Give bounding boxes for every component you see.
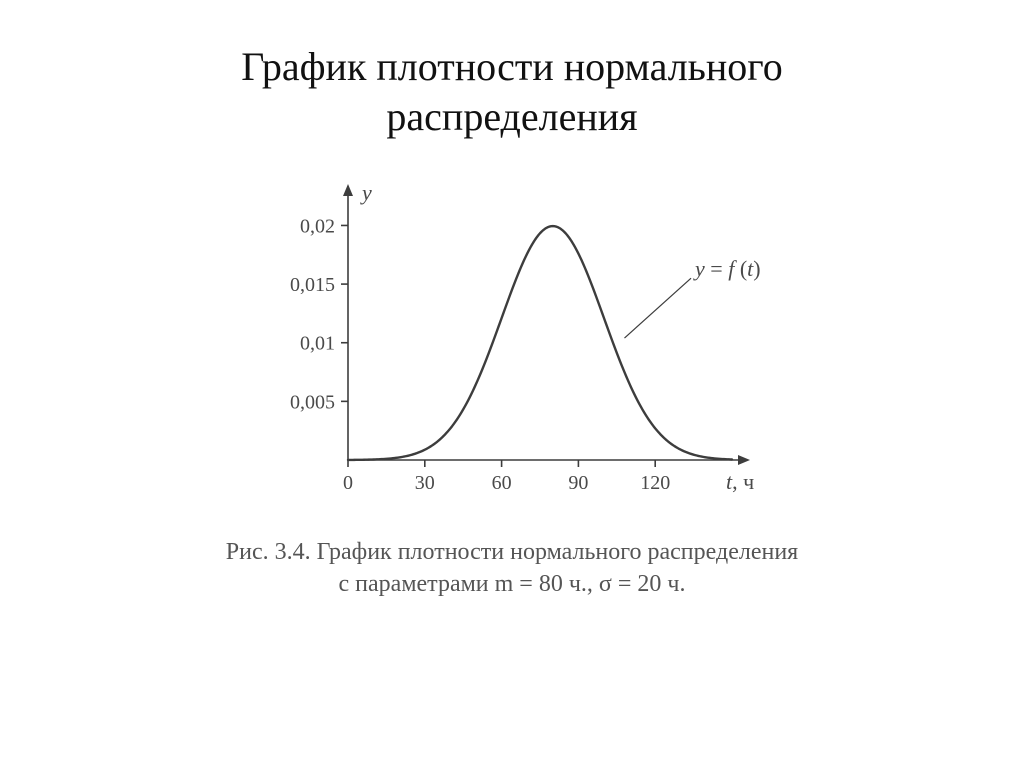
svg-text:t, ч: t, ч	[726, 469, 754, 494]
title-line-2: распределения	[386, 94, 637, 139]
svg-text:30: 30	[415, 472, 435, 494]
caption-line-2: с параметрами m = 80 ч., σ = 20 ч.	[339, 571, 686, 597]
svg-text:0,015: 0,015	[290, 274, 335, 296]
svg-text:0,02: 0,02	[300, 215, 335, 237]
svg-text:120: 120	[640, 472, 670, 494]
caption-line-1: Рис. 3.4. График плотности нормального р…	[226, 539, 798, 565]
svg-text:y = f (t): y = f (t)	[693, 256, 761, 281]
svg-text:90: 90	[568, 472, 588, 494]
svg-text:0: 0	[343, 472, 353, 494]
slide: График плотности нормального распределен…	[0, 0, 1024, 767]
chart-container: 0 30 60 90 120 0,005 0,01 0,015 0,02 y t, ч y = f (…	[232, 180, 792, 510]
figure-caption: Рис. 3.4. График плотности нормального р…	[0, 536, 1024, 601]
density-chart: 0 30 60 90 120 0,005 0,01 0,015 0,02 y t, ч y = f (…	[252, 180, 772, 510]
title-line-1: График плотности нормального	[241, 44, 782, 89]
svg-text:y: y	[360, 180, 372, 205]
svg-text:0,005: 0,005	[290, 391, 335, 413]
svg-text:60: 60	[492, 472, 512, 494]
svg-text:0,01: 0,01	[300, 333, 335, 355]
slide-title: График плотности нормального распределен…	[0, 0, 1024, 142]
